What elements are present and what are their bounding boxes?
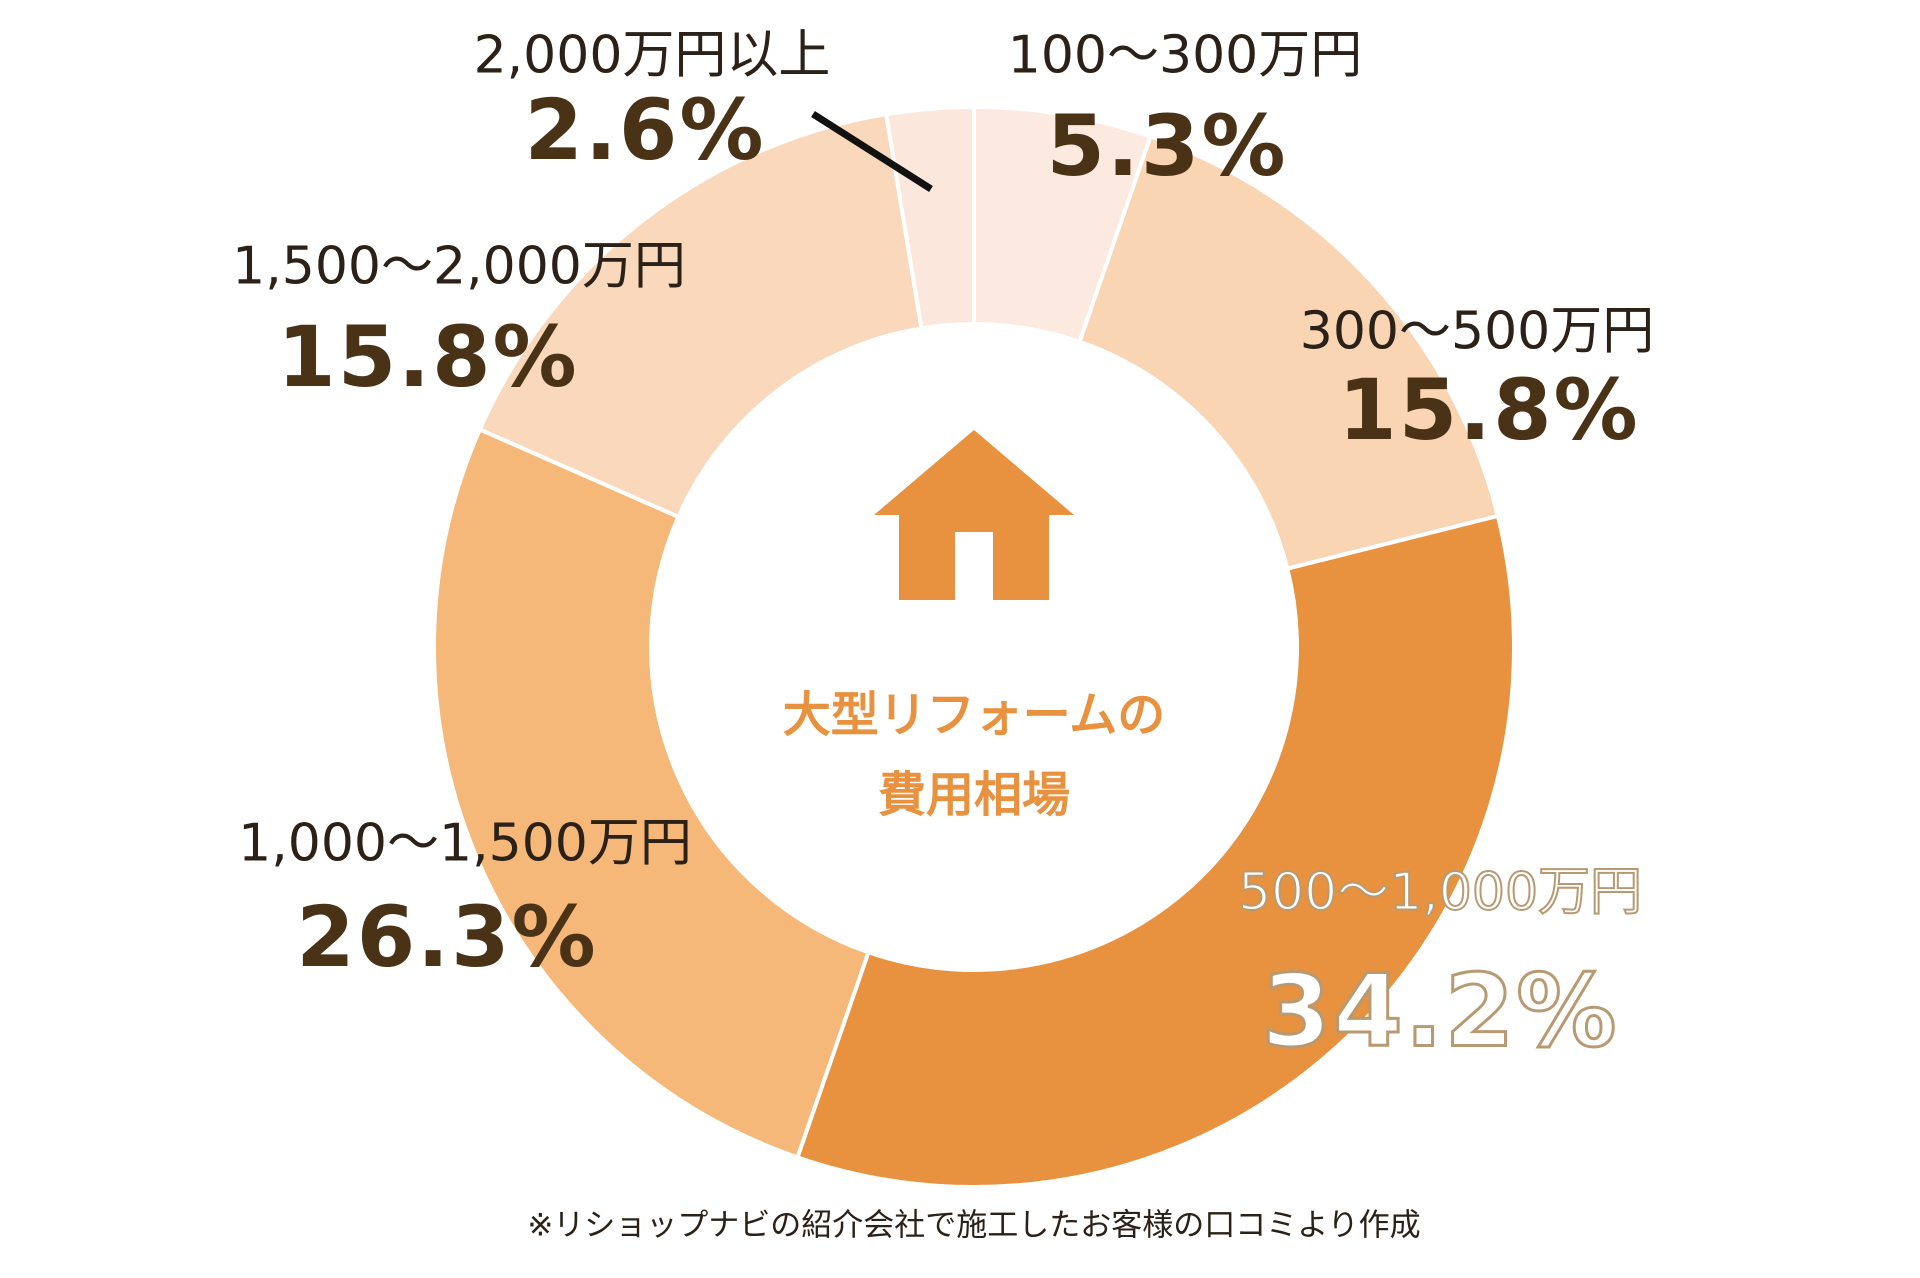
value-label-100-300: 5.3% [1046, 97, 1288, 195]
donut-slice-2 [794, 513, 1516, 1189]
center-title-line1: 大型リフォームの [782, 687, 1166, 743]
category-label-1000-1500: 1,000～1,500万円 [238, 813, 692, 874]
value-label-2000-plus: 2.6% [524, 81, 766, 179]
footnote: ※リショップナビの紹介会社で施工したお客様の口コミより作成 [527, 1207, 1421, 1244]
donut-slice-5 [883, 104, 976, 331]
value-label-1000-1500: 26.3% [296, 888, 598, 986]
value-label-500-1000: 34.2% [1260, 951, 1619, 1071]
category-label-300-500: 300～500万円 [1299, 301, 1655, 362]
donut-slice-3 [432, 426, 871, 1160]
category-label-1500-2000: 1,500～2,000万円 [232, 236, 686, 297]
value-label-1500-2000: 15.8% [277, 308, 579, 406]
donut-slice-4 [477, 111, 924, 520]
value-label-300-500: 15.8% [1338, 361, 1640, 459]
category-label-500-1000: 500～1,000万円 [1237, 862, 1643, 924]
category-label-100-300: 100～300万円 [1007, 25, 1363, 86]
donut-slice-1 [1077, 134, 1501, 572]
category-label-2000-plus: 2,000万円以上 [473, 25, 831, 86]
leader-line-2000-plus [811, 111, 933, 192]
center-title-line2: 費用相場 [877, 767, 1071, 823]
house-icon [874, 430, 1074, 602]
